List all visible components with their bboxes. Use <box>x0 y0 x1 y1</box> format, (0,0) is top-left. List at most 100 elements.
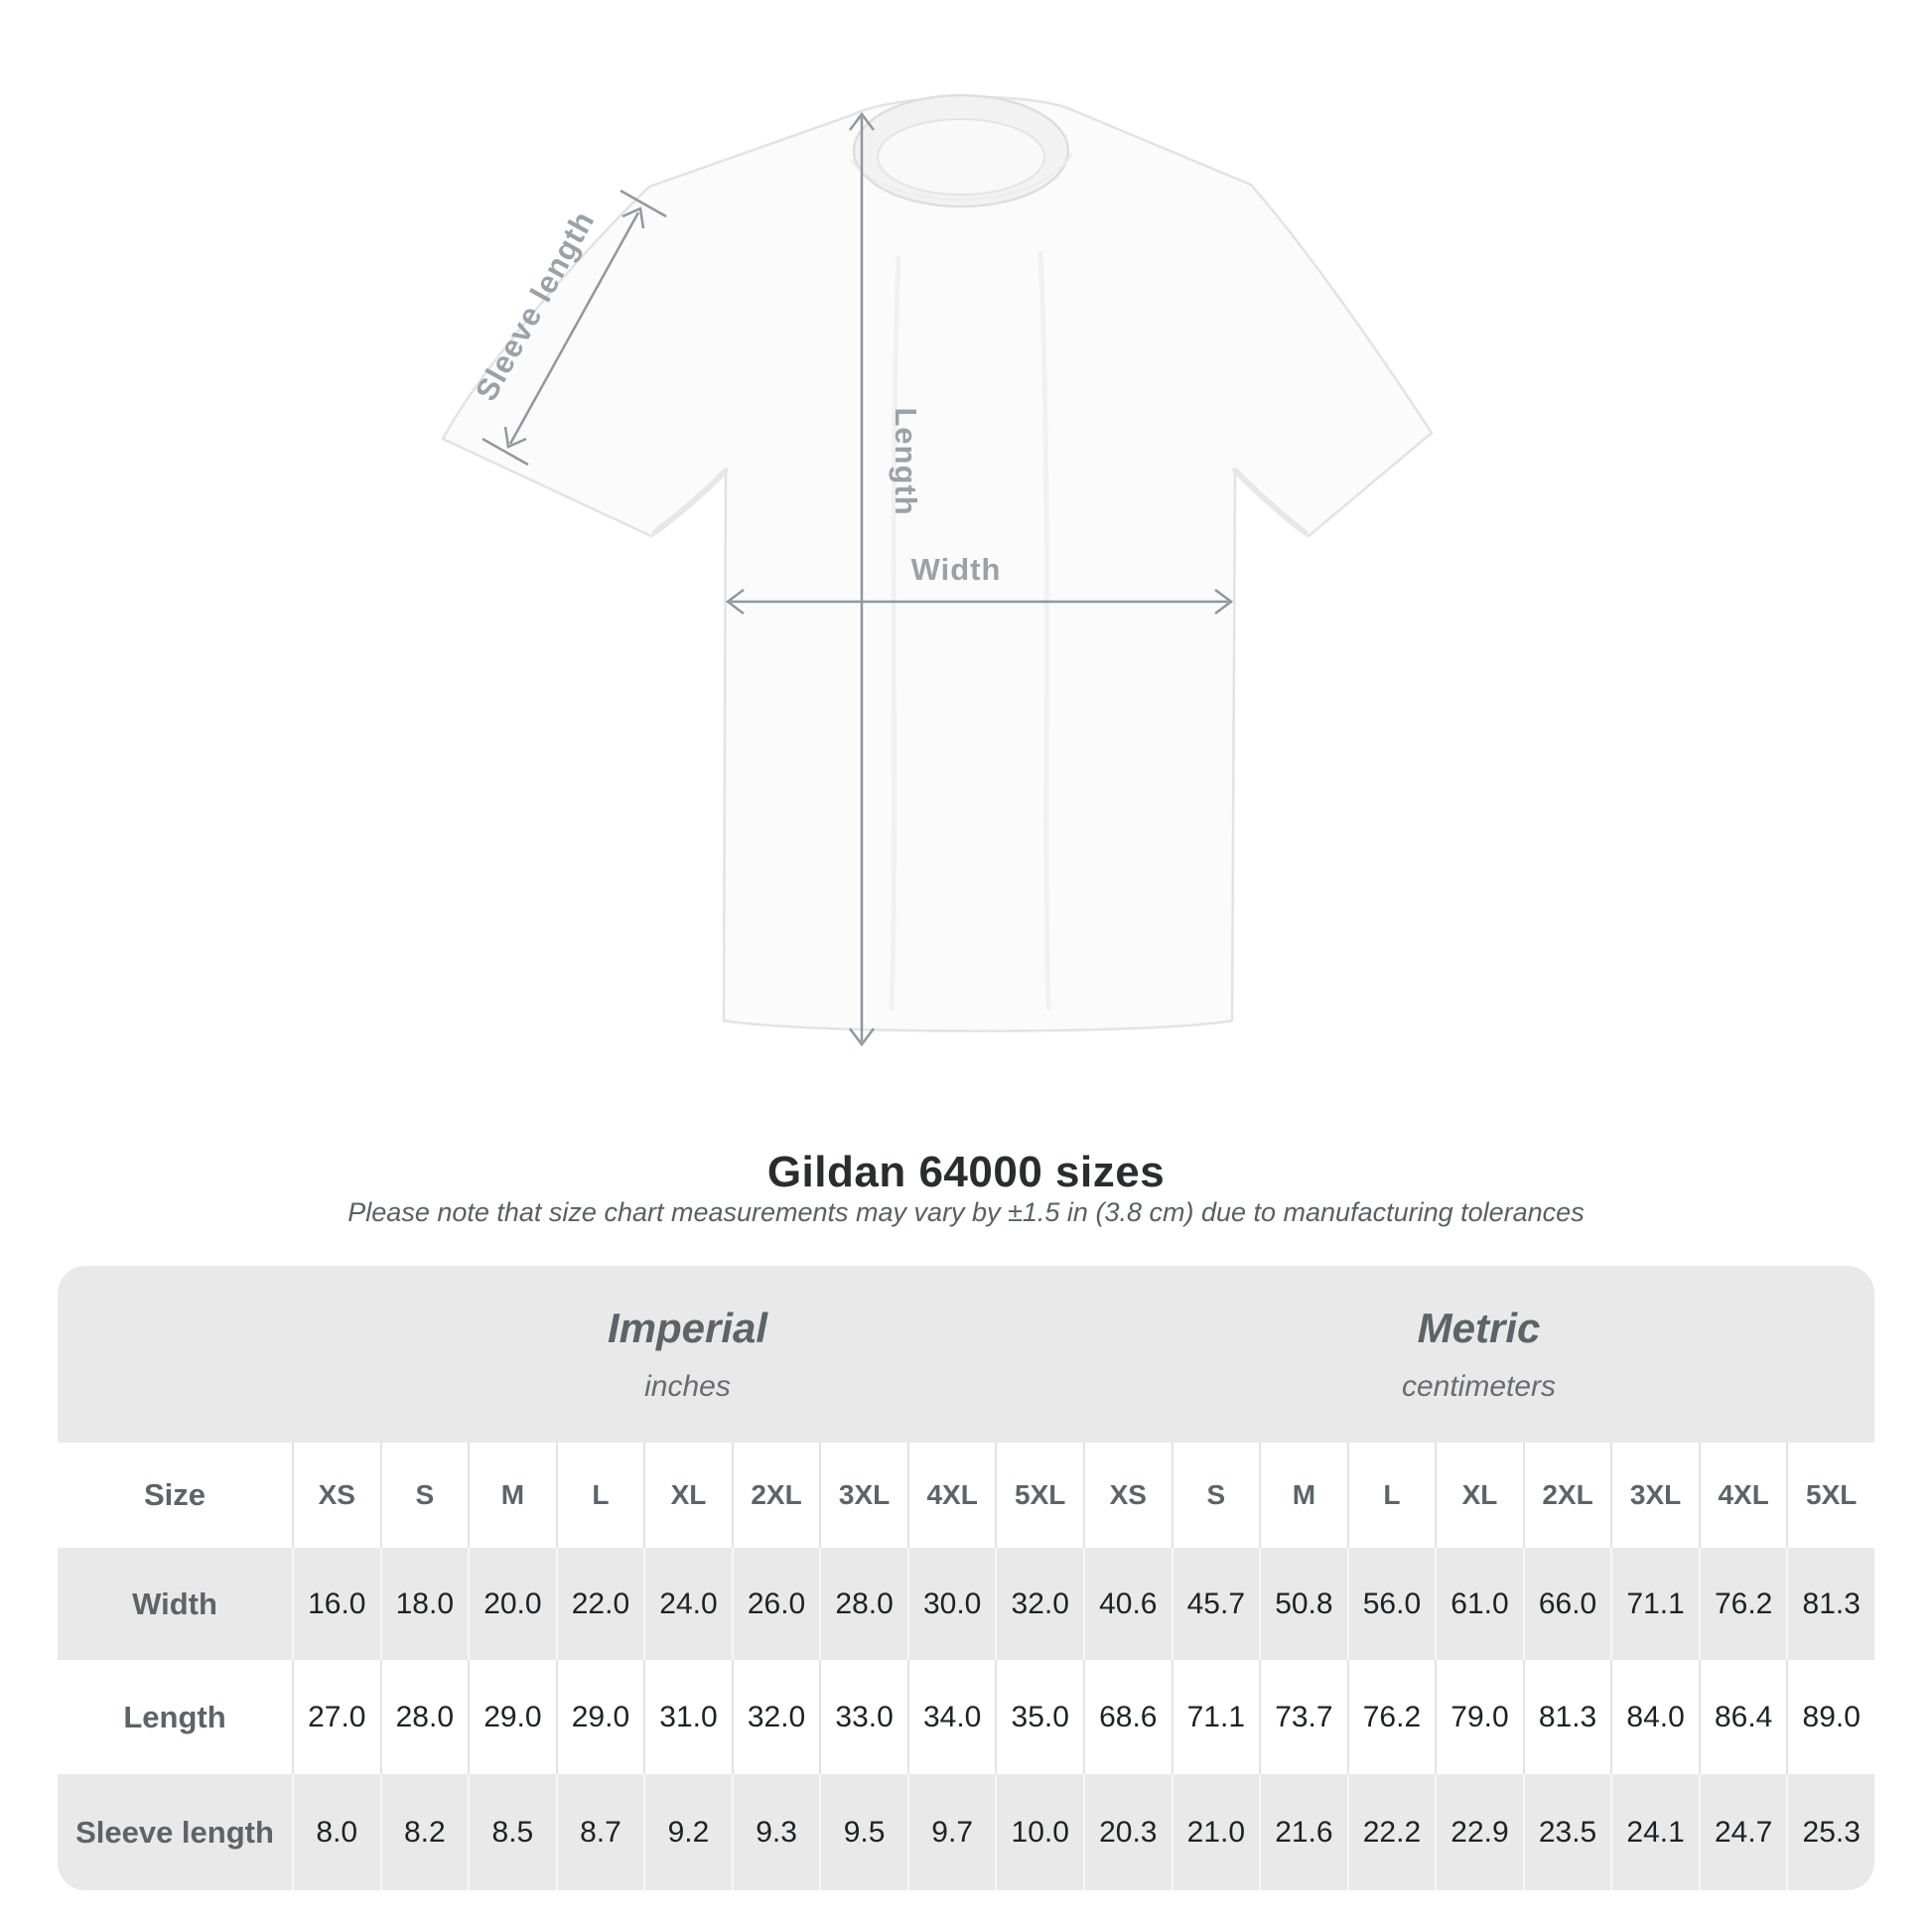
width-label: Width <box>911 552 1002 587</box>
cell-length-metric-2xl: 81.3 <box>1522 1660 1611 1774</box>
cell-width-imperial-5xl: 32.0 <box>995 1548 1083 1660</box>
size-header-row: Size XS S M L XL 2XL 3XL 4XL 5XL XS S M L XL 2XL 3XL 4XL 5… <box>58 1443 1874 1548</box>
size-header-metric-s: S <box>1171 1443 1260 1548</box>
cell-length-metric-xs: 68.6 <box>1083 1660 1172 1774</box>
cell-width-metric-s: 45.7 <box>1171 1548 1260 1660</box>
unit-header-spacer <box>58 1266 292 1443</box>
size-header-imperial-xs: XS <box>292 1443 380 1548</box>
cell-length-metric-3xl: 84.0 <box>1610 1660 1699 1774</box>
tshirt-image <box>441 93 1434 1033</box>
size-header-metric-xl: XL <box>1435 1443 1523 1548</box>
cell-sleeve-length-metric-l: 22.2 <box>1346 1774 1436 1890</box>
size-header-imperial-m: M <box>468 1443 556 1548</box>
cell-width-metric-m: 50.8 <box>1259 1548 1347 1660</box>
cell-sleeve-length-metric-4xl: 24.7 <box>1698 1774 1787 1890</box>
cell-sleeve-length-imperial-xl: 9.2 <box>643 1774 732 1890</box>
size-column-header: Size <box>143 1477 207 1512</box>
cell-sleeve-length-metric-xs: 20.3 <box>1083 1774 1172 1890</box>
size-header-imperial-5xl: 5XL <box>995 1443 1083 1548</box>
unit-header-row: Imperial inches Metric centimeters <box>58 1266 1874 1443</box>
size-header-imperial-3xl: 3XL <box>819 1443 907 1548</box>
cell-length-metric-m: 73.7 <box>1259 1660 1347 1774</box>
row-sleeve-length: Sleeve length 8.0 8.2 8.5 8.7 9.2 9.3 9.5 9.7 10.… <box>58 1774 1874 1890</box>
cell-sleeve-length-imperial-3xl: 9.5 <box>819 1774 907 1890</box>
cell-width-metric-4xl: 76.2 <box>1698 1548 1787 1660</box>
row-label-sleeve-length: Sleeve length <box>75 1814 274 1850</box>
size-header-metric-m: M <box>1259 1443 1347 1548</box>
cell-length-imperial-xs: 27.0 <box>292 1660 380 1774</box>
cell-length-metric-l: 76.2 <box>1346 1660 1436 1774</box>
length-arrow <box>849 111 875 1047</box>
metric-title: Metric <box>1417 1305 1541 1351</box>
tshirt-measurement-diagram: Sleeve length Length Width <box>441 93 1434 1047</box>
cell-width-imperial-m: 20.0 <box>468 1548 556 1660</box>
cell-width-metric-xl: 61.0 <box>1435 1548 1523 1660</box>
cell-width-imperial-3xl: 28.0 <box>819 1548 907 1660</box>
sleeve-length-arrow <box>482 189 667 467</box>
cell-sleeve-length-metric-5xl: 25.3 <box>1786 1774 1874 1890</box>
cell-sleeve-length-imperial-5xl: 10.0 <box>995 1774 1083 1890</box>
row-label-width: Width <box>132 1586 217 1621</box>
imperial-unit: inches <box>644 1370 731 1403</box>
tolerance-note: Please note that size chart measurements… <box>347 1197 1585 1227</box>
cell-length-imperial-2xl: 32.0 <box>731 1660 820 1774</box>
cell-length-metric-xl: 79.0 <box>1435 1660 1523 1774</box>
length-label: Length <box>889 407 923 515</box>
cell-length-imperial-3xl: 33.0 <box>819 1660 907 1774</box>
cell-length-imperial-5xl: 35.0 <box>995 1660 1083 1774</box>
size-header-metric-l: L <box>1346 1443 1436 1548</box>
size-header-metric-5xl: 5XL <box>1786 1443 1874 1548</box>
size-header-metric-3xl: 3XL <box>1610 1443 1699 1548</box>
cell-width-imperial-xl: 24.0 <box>643 1548 732 1660</box>
cell-width-imperial-4xl: 30.0 <box>906 1548 996 1660</box>
row-width: Width 16.0 18.0 20.0 22.0 24.0 26.0 28.0 30.0 32.… <box>58 1548 1874 1660</box>
cell-width-metric-5xl: 81.3 <box>1786 1548 1874 1660</box>
cell-sleeve-length-imperial-s: 8.2 <box>379 1774 469 1890</box>
cell-sleeve-length-metric-s: 21.0 <box>1171 1774 1260 1890</box>
cell-sleeve-length-metric-3xl: 24.1 <box>1610 1774 1699 1890</box>
cell-length-imperial-xl: 31.0 <box>643 1660 732 1774</box>
cell-length-metric-s: 71.1 <box>1171 1660 1260 1774</box>
cell-length-imperial-4xl: 34.0 <box>906 1660 996 1774</box>
cell-sleeve-length-metric-m: 21.6 <box>1259 1774 1347 1890</box>
cell-width-metric-2xl: 66.0 <box>1522 1548 1611 1660</box>
size-header-imperial-s: S <box>379 1443 469 1548</box>
row-label-length: Length <box>123 1699 226 1734</box>
cell-length-imperial-s: 28.0 <box>379 1660 469 1774</box>
cell-width-metric-l: 56.0 <box>1346 1548 1436 1660</box>
size-header-imperial-2xl: 2XL <box>731 1443 820 1548</box>
metric-unit: centimeters <box>1401 1370 1557 1403</box>
unit-header-metric: Metric centimeters <box>1083 1266 1874 1443</box>
size-header-imperial-xl: XL <box>643 1443 732 1548</box>
collar <box>849 93 1073 208</box>
cell-sleeve-length-metric-xl: 22.9 <box>1435 1774 1523 1890</box>
cell-sleeve-length-imperial-2xl: 9.3 <box>731 1774 820 1890</box>
cell-width-metric-3xl: 71.1 <box>1610 1548 1699 1660</box>
size-header-metric-2xl: 2XL <box>1522 1443 1611 1548</box>
cell-width-imperial-xs: 16.0 <box>292 1548 380 1660</box>
cell-sleeve-length-imperial-m: 8.5 <box>468 1774 556 1890</box>
cell-sleeve-length-imperial-xs: 8.0 <box>292 1774 380 1890</box>
cell-width-imperial-s: 18.0 <box>379 1548 469 1660</box>
unit-header-imperial: Imperial inches <box>292 1266 1083 1443</box>
cell-sleeve-length-imperial-l: 8.7 <box>555 1774 644 1890</box>
width-arrow <box>725 589 1234 615</box>
imperial-title: Imperial <box>607 1305 768 1351</box>
cell-width-imperial-2xl: 26.0 <box>731 1548 820 1660</box>
row-length: Length 27.0 28.0 29.0 29.0 31.0 32.0 33.0 34.0 35… <box>58 1660 1874 1774</box>
cell-sleeve-length-imperial-4xl: 9.7 <box>906 1774 996 1890</box>
cell-length-imperial-m: 29.0 <box>468 1660 556 1774</box>
size-header-metric-4xl: 4XL <box>1698 1443 1787 1548</box>
cell-width-imperial-l: 22.0 <box>555 1548 644 1660</box>
cell-length-imperial-l: 29.0 <box>555 1660 644 1774</box>
size-table: Imperial inches Metric centimeters Size X… <box>58 1266 1874 1890</box>
size-header-metric-xs: XS <box>1083 1443 1172 1548</box>
size-header-imperial-4xl: 4XL <box>906 1443 996 1548</box>
size-header-imperial-l: L <box>555 1443 644 1548</box>
cell-length-metric-4xl: 86.4 <box>1698 1660 1787 1774</box>
cell-sleeve-length-metric-2xl: 23.5 <box>1522 1774 1611 1890</box>
cell-length-metric-5xl: 89.0 <box>1786 1660 1874 1774</box>
cell-width-metric-xs: 40.6 <box>1083 1548 1172 1660</box>
page-title: Gildan 64000 sizes <box>766 1148 1166 1196</box>
